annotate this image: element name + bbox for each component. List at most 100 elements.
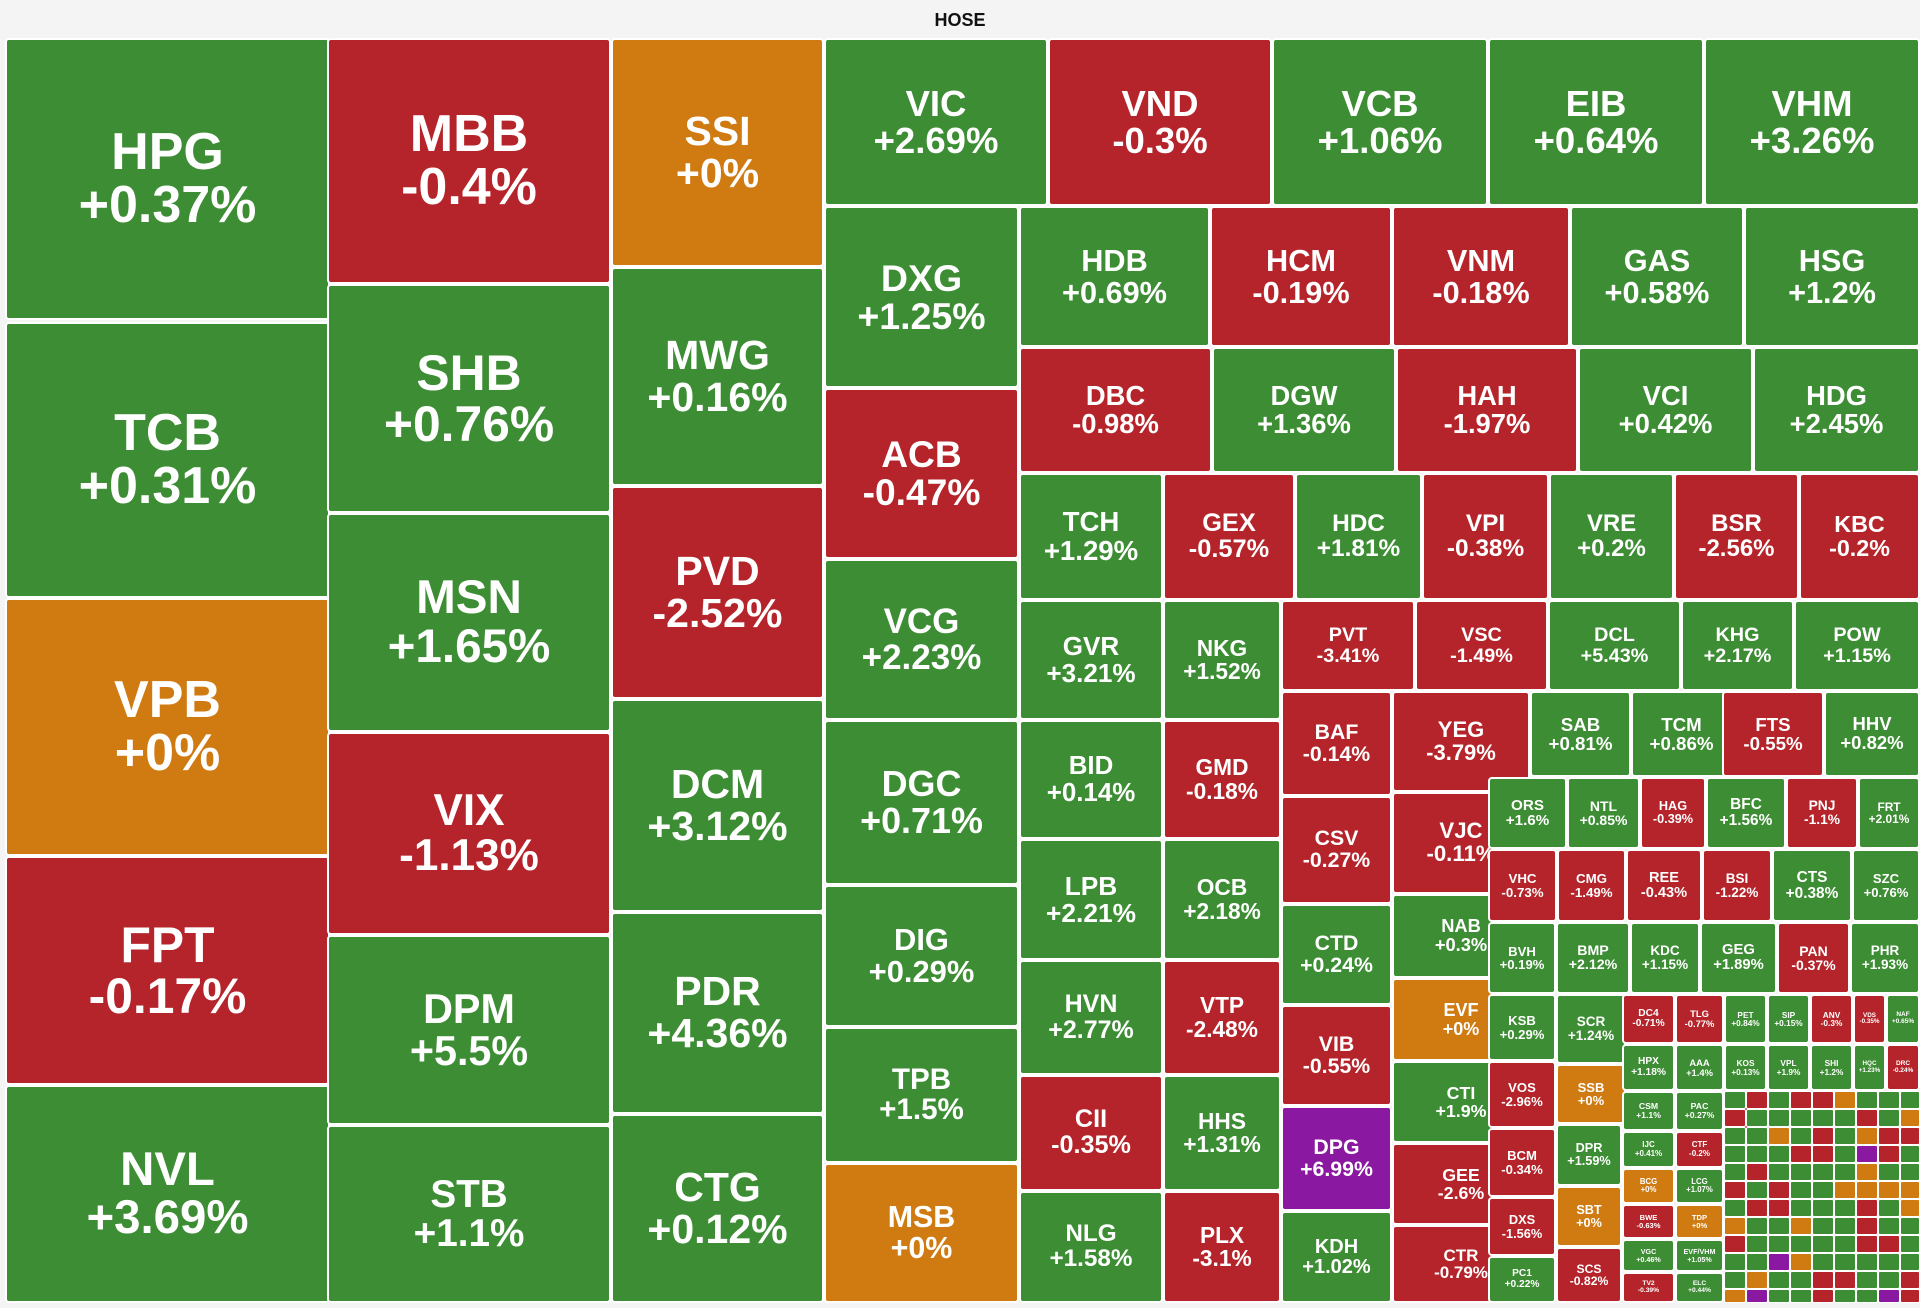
- tile-small[interactable]: [1900, 1217, 1920, 1235]
- tile-szc[interactable]: SZC +0.76%: [1852, 849, 1920, 922]
- tile-small[interactable]: [1790, 1091, 1812, 1109]
- tile-small[interactable]: [1746, 1217, 1768, 1235]
- tile-pow[interactable]: POW +1.15%: [1794, 600, 1920, 691]
- tile-small[interactable]: [1790, 1199, 1812, 1217]
- tile-vtp[interactable]: VTP -2.48%: [1163, 960, 1281, 1075]
- tile-ssi[interactable]: SSI +0%: [611, 38, 824, 267]
- tile-ksb[interactable]: KSB +0.29%: [1488, 994, 1556, 1061]
- tile-bid[interactable]: BID +0.14%: [1019, 720, 1163, 839]
- tile-tv2[interactable]: TV2 -0.39%: [1622, 1272, 1675, 1303]
- tile-small[interactable]: [1768, 1271, 1790, 1289]
- tile-eib[interactable]: EIB +0.64%: [1488, 38, 1704, 206]
- tile-small[interactable]: [1900, 1163, 1920, 1181]
- tile-small[interactable]: [1900, 1127, 1920, 1145]
- tile-hqc[interactable]: HQC +1.23%: [1853, 1044, 1886, 1091]
- tile-bfc[interactable]: BFC +1.56%: [1706, 777, 1786, 849]
- tile-pdr[interactable]: PDR +4.36%: [611, 912, 824, 1114]
- tile-small[interactable]: [1856, 1271, 1878, 1289]
- tile-small[interactable]: [1724, 1199, 1746, 1217]
- tile-gmd[interactable]: GMD -0.18%: [1163, 720, 1281, 839]
- tile-hvn[interactable]: HVN +2.77%: [1019, 960, 1163, 1075]
- tile-small[interactable]: [1812, 1271, 1834, 1289]
- tile-small[interactable]: [1834, 1253, 1856, 1271]
- tile-small[interactable]: [1746, 1163, 1768, 1181]
- tile-acb[interactable]: ACB -0.47%: [824, 388, 1019, 559]
- tile-small[interactable]: [1812, 1145, 1834, 1163]
- tile-ocb[interactable]: OCB +2.18%: [1163, 839, 1281, 960]
- tile-bvh[interactable]: BVH +0.19%: [1488, 922, 1556, 994]
- tile-tch[interactable]: TCH +1.29%: [1019, 473, 1163, 600]
- tile-small[interactable]: [1878, 1163, 1900, 1181]
- tile-small[interactable]: [1900, 1109, 1920, 1127]
- tile-tpb[interactable]: TPB +1.5%: [824, 1027, 1019, 1163]
- tile-small[interactable]: [1878, 1235, 1900, 1253]
- tile-small[interactable]: [1746, 1109, 1768, 1127]
- tile-small[interactable]: [1724, 1127, 1746, 1145]
- tile-aaa[interactable]: AAA +1.4%: [1675, 1044, 1724, 1091]
- tile-bwe[interactable]: BWE -0.63%: [1622, 1204, 1675, 1239]
- tile-small[interactable]: [1768, 1145, 1790, 1163]
- tile-small[interactable]: [1746, 1199, 1768, 1217]
- tile-small[interactable]: [1768, 1199, 1790, 1217]
- tile-vcg[interactable]: VCG +2.23%: [824, 559, 1019, 720]
- tile-dgc[interactable]: DGC +0.71%: [824, 720, 1019, 885]
- tile-small[interactable]: [1834, 1091, 1856, 1109]
- tile-hsg[interactable]: HSG +1.2%: [1744, 206, 1920, 347]
- tile-gex[interactable]: GEX -0.57%: [1163, 473, 1295, 600]
- tile-small[interactable]: [1768, 1235, 1790, 1253]
- tile-pc1[interactable]: PC1 +0.22%: [1488, 1256, 1556, 1303]
- tile-tlg[interactable]: TLG -0.77%: [1675, 994, 1724, 1044]
- tile-ntl[interactable]: NTL +0.85%: [1567, 777, 1640, 849]
- tile-ree[interactable]: REE -0.43%: [1626, 849, 1702, 922]
- tile-dc4[interactable]: DC4 -0.71%: [1622, 994, 1675, 1044]
- tile-small[interactable]: [1834, 1109, 1856, 1127]
- tile-khg[interactable]: KHG +2.17%: [1681, 600, 1794, 691]
- tile-small[interactable]: [1812, 1253, 1834, 1271]
- tile-small[interactable]: [1878, 1271, 1900, 1289]
- tile-small[interactable]: [1856, 1163, 1878, 1181]
- tile-small[interactable]: [1900, 1145, 1920, 1163]
- tile-csm[interactable]: CSM +1.1%: [1622, 1091, 1675, 1131]
- tile-kdh[interactable]: KDH +1.02%: [1281, 1211, 1392, 1303]
- tile-small[interactable]: [1724, 1271, 1746, 1289]
- tile-stb[interactable]: STB +1.1%: [327, 1125, 611, 1303]
- tile-sip[interactable]: SIP +0.15%: [1767, 994, 1810, 1044]
- tile-pvt[interactable]: PVT -3.41%: [1281, 600, 1415, 691]
- tile-gvr[interactable]: GVR +3.21%: [1019, 600, 1163, 720]
- tile-small[interactable]: [1900, 1199, 1920, 1217]
- tile-bcm[interactable]: BCM -0.34%: [1488, 1128, 1556, 1197]
- tile-elc[interactable]: ELC +0.44%: [1675, 1272, 1724, 1303]
- tile-small[interactable]: [1790, 1127, 1812, 1145]
- tile-dig[interactable]: DIG +0.29%: [824, 885, 1019, 1027]
- tile-hdc[interactable]: HDC +1.81%: [1295, 473, 1422, 600]
- tile-hdg[interactable]: HDG +2.45%: [1753, 347, 1920, 473]
- tile-small[interactable]: [1834, 1271, 1856, 1289]
- tile-small[interactable]: [1790, 1235, 1812, 1253]
- tile-tcm[interactable]: TCM +0.86%: [1631, 691, 1732, 777]
- tile-pac[interactable]: PAC +0.27%: [1675, 1091, 1724, 1131]
- tile-small[interactable]: [1768, 1289, 1790, 1303]
- tile-vpb[interactable]: VPB +0%: [5, 598, 330, 856]
- tile-small[interactable]: [1724, 1091, 1746, 1109]
- tile-small[interactable]: [1856, 1181, 1878, 1199]
- tile-small[interactable]: [1834, 1199, 1856, 1217]
- tile-vnm[interactable]: VNM -0.18%: [1392, 206, 1570, 347]
- tile-small[interactable]: [1768, 1163, 1790, 1181]
- tile-vgc[interactable]: VGC +0.46%: [1622, 1239, 1675, 1272]
- tile-small[interactable]: [1724, 1181, 1746, 1199]
- tile-small[interactable]: [1856, 1253, 1878, 1271]
- tile-dgw[interactable]: DGW +1.36%: [1212, 347, 1396, 473]
- tile-small[interactable]: [1790, 1289, 1812, 1303]
- tile-small[interactable]: [1834, 1163, 1856, 1181]
- tile-lcg[interactable]: LCG +1.07%: [1675, 1168, 1724, 1204]
- tile-dbc[interactable]: DBC -0.98%: [1019, 347, 1212, 473]
- tile-hhv[interactable]: HHV +0.82%: [1824, 691, 1920, 777]
- tile-dpg[interactable]: DPG +6.99%: [1281, 1106, 1392, 1211]
- tile-dcl[interactable]: DCL +5.43%: [1548, 600, 1681, 691]
- tile-sbt[interactable]: SBT +0%: [1556, 1186, 1622, 1247]
- tile-small[interactable]: [1856, 1217, 1878, 1235]
- tile-msn[interactable]: MSN +1.65%: [327, 513, 611, 732]
- tile-evf-vhm[interactable]: EVF/VHM +1.05%: [1675, 1239, 1724, 1272]
- tile-lpb[interactable]: LPB +2.21%: [1019, 839, 1163, 960]
- tile-shb[interactable]: SHB +0.76%: [327, 284, 611, 513]
